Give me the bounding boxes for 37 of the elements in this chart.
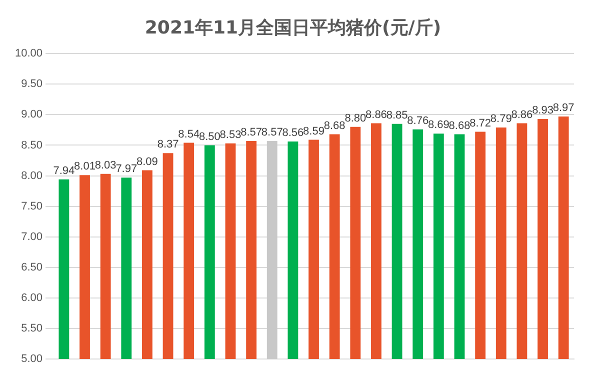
- data-label: 8.57: [240, 126, 262, 138]
- data-label: 8.09: [136, 156, 158, 168]
- data-label: 8.93: [532, 104, 554, 116]
- data-label: 8.57: [261, 126, 283, 138]
- data-label: 8.54: [178, 128, 200, 140]
- data-label: 8.68: [324, 120, 346, 132]
- y-tick-label: 5.50: [21, 322, 43, 334]
- data-label: 8.56: [282, 127, 304, 140]
- data-label: 8.53: [220, 128, 242, 141]
- data-label: 7.94: [53, 164, 75, 177]
- y-tick-label: 8.50: [21, 139, 43, 152]
- data-label: 8.69: [428, 119, 450, 132]
- data-label: 8.68: [448, 120, 470, 132]
- y-tick-label: 6.50: [21, 261, 43, 274]
- chart-title: 2021年11月全国日平均猪价(元/斤): [144, 17, 442, 38]
- data-label: 8.80: [344, 112, 366, 124]
- data-label: 8.86: [366, 108, 387, 121]
- data-label: 8.85: [386, 109, 408, 122]
- y-tick-label: 10.00: [14, 48, 43, 60]
- data-label: 8.86: [511, 108, 533, 121]
- y-tick-label: 6.00: [21, 292, 43, 304]
- data-label: 8.59: [303, 125, 324, 138]
- data-label: 7.97: [116, 163, 138, 176]
- y-tick-label: 7.00: [21, 230, 43, 243]
- data-label: 8.50: [198, 130, 220, 143]
- y-tick-label: 9.50: [21, 78, 43, 90]
- data-label: 8.97: [552, 102, 574, 114]
- data-label: 8.72: [470, 117, 492, 130]
- data-label: 8.76: [407, 114, 429, 127]
- y-tick-label: 9.00: [21, 108, 43, 121]
- y-tick-label: 7.50: [21, 200, 43, 212]
- data-label: 8.79: [490, 113, 512, 126]
- data-label: 8.01: [74, 160, 96, 173]
- data-label: 8.03: [94, 159, 116, 172]
- y-tick-label: 8.00: [21, 170, 43, 182]
- data-label: 8.37: [157, 138, 179, 151]
- y-tick-label: 5.00: [21, 353, 43, 366]
